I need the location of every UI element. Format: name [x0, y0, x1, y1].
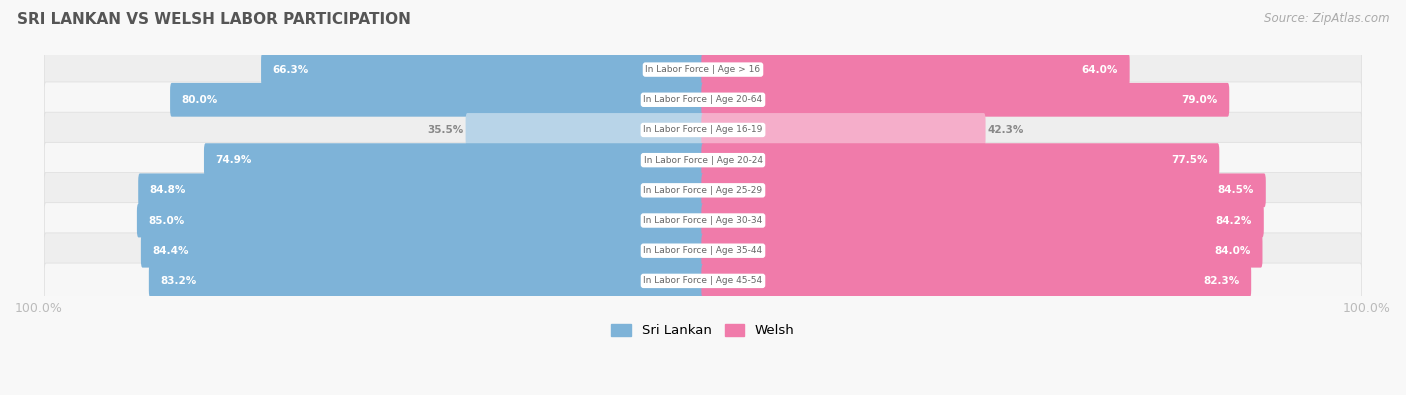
FancyBboxPatch shape — [262, 53, 704, 87]
FancyBboxPatch shape — [138, 173, 704, 207]
FancyBboxPatch shape — [45, 112, 1361, 148]
Text: 84.2%: 84.2% — [1216, 216, 1253, 226]
FancyBboxPatch shape — [45, 233, 1361, 269]
Text: 66.3%: 66.3% — [273, 65, 309, 75]
FancyBboxPatch shape — [149, 264, 704, 298]
Text: 42.3%: 42.3% — [987, 125, 1024, 135]
Text: 84.5%: 84.5% — [1218, 185, 1254, 196]
FancyBboxPatch shape — [136, 203, 704, 237]
FancyBboxPatch shape — [170, 83, 704, 117]
FancyBboxPatch shape — [702, 83, 1229, 117]
FancyBboxPatch shape — [702, 143, 1219, 177]
FancyBboxPatch shape — [141, 234, 704, 267]
FancyBboxPatch shape — [204, 143, 704, 177]
FancyBboxPatch shape — [45, 52, 1361, 87]
Text: 77.5%: 77.5% — [1171, 155, 1208, 165]
FancyBboxPatch shape — [45, 263, 1361, 299]
FancyBboxPatch shape — [45, 203, 1361, 238]
FancyBboxPatch shape — [465, 113, 704, 147]
FancyBboxPatch shape — [702, 173, 1265, 207]
Text: In Labor Force | Age 25-29: In Labor Force | Age 25-29 — [644, 186, 762, 195]
Text: Source: ZipAtlas.com: Source: ZipAtlas.com — [1264, 12, 1389, 25]
FancyBboxPatch shape — [45, 82, 1361, 118]
Text: 84.0%: 84.0% — [1215, 246, 1251, 256]
Text: 82.3%: 82.3% — [1204, 276, 1240, 286]
Text: In Labor Force | Age 20-64: In Labor Force | Age 20-64 — [644, 95, 762, 104]
Text: SRI LANKAN VS WELSH LABOR PARTICIPATION: SRI LANKAN VS WELSH LABOR PARTICIPATION — [17, 12, 411, 27]
Text: In Labor Force | Age 20-24: In Labor Force | Age 20-24 — [644, 156, 762, 165]
Text: 79.0%: 79.0% — [1181, 95, 1218, 105]
FancyBboxPatch shape — [702, 113, 986, 147]
Text: 64.0%: 64.0% — [1081, 65, 1118, 75]
Text: 84.8%: 84.8% — [150, 185, 186, 196]
Text: In Labor Force | Age 35-44: In Labor Force | Age 35-44 — [644, 246, 762, 255]
FancyBboxPatch shape — [702, 234, 1263, 267]
Text: 80.0%: 80.0% — [181, 95, 218, 105]
FancyBboxPatch shape — [45, 173, 1361, 208]
FancyBboxPatch shape — [702, 203, 1264, 237]
FancyBboxPatch shape — [702, 53, 1129, 87]
Legend: Sri Lankan, Welsh: Sri Lankan, Welsh — [606, 318, 800, 342]
Text: 85.0%: 85.0% — [149, 216, 184, 226]
Text: 83.2%: 83.2% — [160, 276, 197, 286]
Text: In Labor Force | Age 30-34: In Labor Force | Age 30-34 — [644, 216, 762, 225]
Text: In Labor Force | Age 16-19: In Labor Force | Age 16-19 — [644, 126, 762, 134]
Text: 35.5%: 35.5% — [427, 125, 464, 135]
FancyBboxPatch shape — [45, 142, 1361, 178]
FancyBboxPatch shape — [702, 264, 1251, 298]
Text: 84.4%: 84.4% — [152, 246, 188, 256]
Text: In Labor Force | Age > 16: In Labor Force | Age > 16 — [645, 65, 761, 74]
Text: 74.9%: 74.9% — [215, 155, 252, 165]
Text: In Labor Force | Age 45-54: In Labor Force | Age 45-54 — [644, 276, 762, 286]
